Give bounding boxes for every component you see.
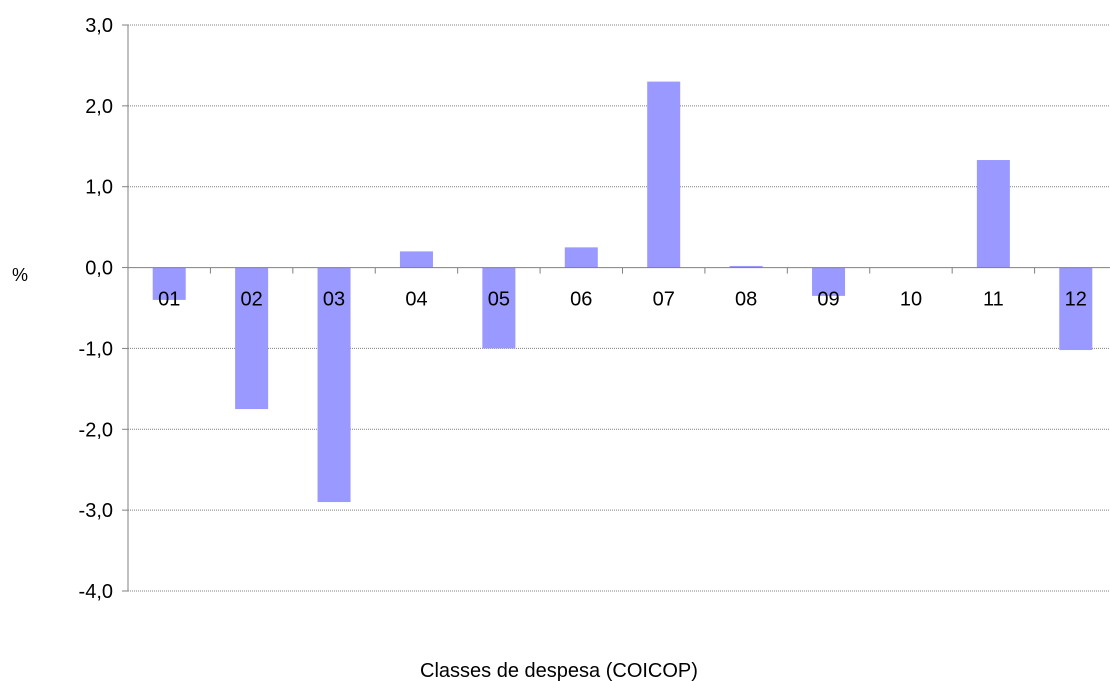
- y-tick-label: 3,0: [85, 15, 113, 37]
- x-tick-label: 07: [653, 289, 675, 311]
- x-tick-label: 01: [158, 289, 180, 311]
- y-tick-label: 2,0: [85, 96, 113, 118]
- bar-02: [235, 267, 269, 410]
- y-tick-label: -3,0: [79, 500, 113, 522]
- y-tick-label: 0,0: [85, 258, 113, 280]
- x-tick-label: 11: [983, 289, 1004, 311]
- bar-04: [399, 251, 433, 268]
- x-tick-label: 12: [1065, 289, 1087, 311]
- x-tick-label: 09: [817, 289, 839, 311]
- x-tick-label: 04: [405, 289, 427, 311]
- bar-06: [564, 247, 598, 268]
- x-tick-label: 05: [488, 289, 510, 311]
- x-tick-label: 08: [735, 289, 757, 311]
- bar-08: [729, 265, 763, 268]
- y-axis-label: %: [12, 265, 28, 285]
- x-tick-label: 10: [900, 289, 922, 311]
- axes: [122, 24, 1110, 592]
- bar-05: [482, 267, 516, 349]
- x-tick-label: 02: [241, 289, 263, 311]
- y-tick-label: -1,0: [79, 338, 113, 360]
- bar-11: [976, 160, 1010, 268]
- gridlines: [128, 24, 1110, 592]
- y-tick-label: -4,0: [79, 581, 113, 603]
- y-tick-label: 1,0: [85, 177, 113, 199]
- bar-03: [317, 267, 351, 503]
- x-axis-label: Classes de despesa (COICOP): [420, 660, 698, 681]
- bar-12: [1059, 267, 1093, 351]
- bar-09: [812, 267, 846, 296]
- y-tick-labels: 3,0 2,0 1,0 0,0 -1,0 -2,0 -3,0 -4,0: [79, 15, 113, 603]
- y-tick-label: -2,0: [79, 419, 113, 441]
- bar-07: [647, 81, 681, 268]
- x-tick-label: 06: [570, 289, 592, 311]
- x-tick-label: 03: [323, 289, 345, 311]
- bar-01: [152, 267, 186, 300]
- x-tick-labels: 01 02 03 04 05 06 07 08 09 10 11 12: [158, 289, 1087, 311]
- bars: [152, 81, 1093, 503]
